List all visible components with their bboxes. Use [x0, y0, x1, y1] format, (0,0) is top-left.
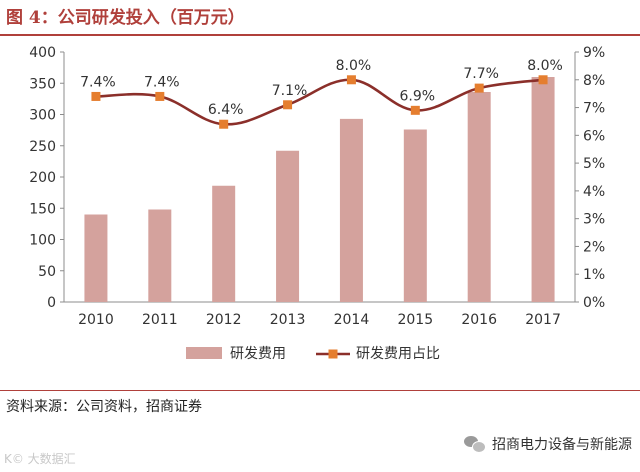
ratio-marker-2014 — [346, 75, 356, 85]
axes: 0 50 100 150 200 250 300 350 400 0% 1% 2% 3% 4% 5% 6% 7%… — [29, 45, 605, 328]
bar-2014 — [339, 118, 363, 302]
x-tick-label: 2011 — [142, 312, 178, 328]
source-note: 资料来源：公司资料，招商证券 — [6, 399, 202, 415]
ratio-marker-2016 — [474, 83, 484, 93]
x-tick-label: 2013 — [270, 312, 306, 328]
left-tick-label: 300 — [29, 108, 56, 124]
x-tick-label: 2016 — [461, 312, 497, 328]
ratio-data-label: 8.0% — [336, 58, 372, 74]
source-divider — [0, 390, 640, 391]
ratio-data-label: 8.0% — [527, 58, 563, 74]
title-divider — [0, 34, 640, 36]
left-tick-label: 100 — [29, 233, 56, 249]
left-tick-label: 200 — [29, 170, 56, 186]
left-tick-label: 350 — [29, 76, 56, 92]
right-tick-label: 3% — [583, 212, 605, 228]
right-tick-label: 2% — [583, 239, 605, 255]
right-tick-label: 8% — [583, 73, 605, 89]
legend-label-bar: 研发费用 — [230, 346, 286, 362]
wechat-icon — [464, 436, 486, 453]
right-tick-label: 0% — [583, 295, 605, 311]
left-tick-label: 250 — [29, 139, 56, 155]
brand-watermark: 招商电力设备与新能源 — [464, 434, 632, 454]
right-tick-label: 6% — [583, 128, 605, 144]
ratio-line — [95, 78, 544, 126]
left-tick-label: 150 — [29, 201, 56, 217]
right-tick-label: 5% — [583, 156, 605, 172]
bar-2012 — [212, 185, 236, 302]
right-tick-label: 4% — [583, 184, 605, 200]
legend-swatch-marker — [328, 349, 338, 359]
ratio-marker-2012 — [219, 119, 229, 129]
bar-2010 — [84, 214, 108, 302]
figure-title: 图 4：公司研发投入（百万元） — [6, 8, 245, 28]
left-tick-label: 0 — [47, 295, 56, 311]
ratio-data-label: 7.4% — [144, 74, 180, 90]
bar-2015 — [403, 129, 427, 302]
legend: 研发费用 研发费用占比 — [186, 346, 440, 362]
bar-2016 — [467, 92, 491, 302]
chart: 0 50 100 150 200 250 300 350 400 0% 1% 2% 3% 4% 5% 6% 7%… — [29, 45, 605, 362]
x-tick-label: 2017 — [525, 312, 561, 328]
ratio-data-label: 7.4% — [80, 74, 116, 90]
line-series — [91, 75, 548, 129]
ratio-marker-2011 — [155, 91, 165, 101]
x-tick-label: 2015 — [397, 312, 433, 328]
data-labels: 7.4% 7.4% 6.4% 7.1% 8.0% 6.9% 7.7% 8.0% — [80, 58, 563, 118]
x-tick-label: 2010 — [78, 312, 114, 328]
x-tick-label: 2014 — [334, 312, 370, 328]
left-tick-label: 400 — [29, 45, 56, 61]
ratio-marker-2010 — [91, 91, 101, 101]
ratio-data-label: 6.9% — [400, 88, 436, 104]
right-tick-label: 7% — [583, 101, 605, 117]
bar-2017 — [531, 77, 555, 302]
corner-watermark: K© 大数据汇 — [4, 452, 76, 466]
legend-swatch-bar — [186, 347, 222, 359]
ratio-marker-2013 — [283, 100, 293, 110]
ratio-data-label: 7.7% — [463, 66, 499, 82]
brand-watermark-text: 招商电力设备与新能源 — [492, 437, 632, 453]
ratio-data-label: 6.4% — [208, 102, 244, 118]
legend-label-line: 研发费用占比 — [356, 346, 440, 362]
bar-2013 — [276, 150, 300, 302]
bar-2011 — [148, 209, 172, 302]
left-tick-label: 50 — [38, 264, 56, 280]
bar-series — [84, 77, 555, 302]
x-tick-label: 2012 — [206, 312, 242, 328]
ratio-marker-2015 — [410, 105, 420, 115]
right-tick-label: 1% — [583, 267, 605, 283]
ratio-data-label: 7.1% — [272, 83, 308, 99]
right-tick-label: 9% — [583, 45, 605, 61]
ratio-marker-2017 — [538, 75, 548, 85]
